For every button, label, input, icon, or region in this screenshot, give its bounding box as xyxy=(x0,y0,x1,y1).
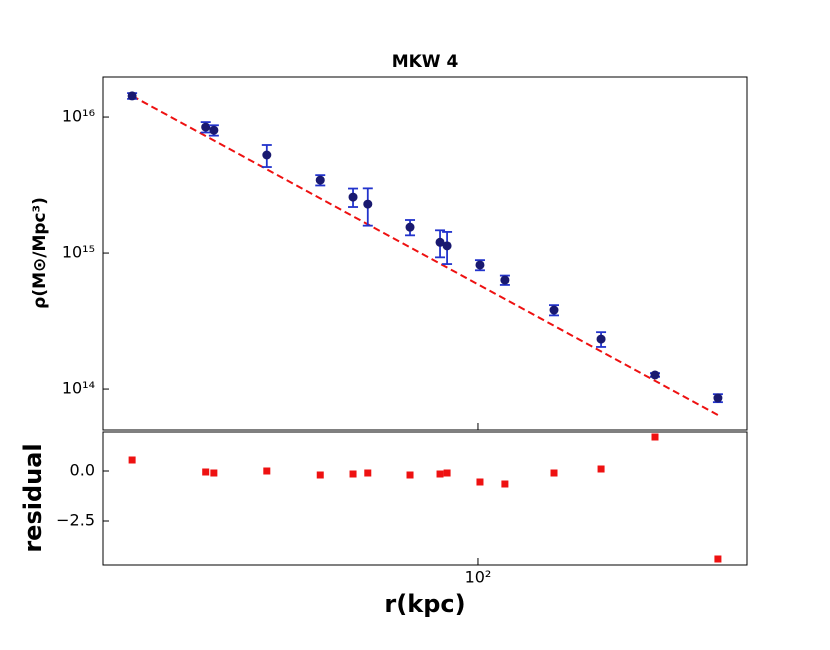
data-point xyxy=(500,275,510,285)
data-point xyxy=(549,305,559,315)
data-point xyxy=(262,150,272,160)
data-point xyxy=(475,260,485,270)
residual-point xyxy=(501,480,509,488)
residual-point xyxy=(364,469,372,477)
fit-line xyxy=(131,95,719,416)
residual-point xyxy=(436,470,444,478)
plot-frame xyxy=(102,431,748,566)
chart-title: MKW 4 xyxy=(392,52,459,72)
y-axis-label: residual xyxy=(19,443,47,552)
data-point xyxy=(650,370,660,380)
residual-point xyxy=(406,471,414,479)
data-point xyxy=(363,199,373,209)
residual-point xyxy=(210,469,218,477)
data-point xyxy=(209,125,219,135)
residual-point xyxy=(651,433,659,441)
residual-point xyxy=(316,471,324,479)
residual-point xyxy=(263,467,271,475)
y-tick-label: 10¹⁶ xyxy=(62,107,95,126)
data-point xyxy=(713,393,723,403)
data-point xyxy=(596,334,606,344)
data-point xyxy=(348,192,358,202)
data-point xyxy=(442,241,452,251)
data-point xyxy=(405,222,415,232)
residual-point xyxy=(550,469,558,477)
residual-point xyxy=(349,470,357,478)
data-point xyxy=(201,122,211,132)
residual-point xyxy=(597,465,605,473)
y-tick-label: 0.0 xyxy=(70,461,95,480)
y-tick-label: 10¹⁵ xyxy=(62,243,95,262)
residual-point xyxy=(202,468,210,476)
residual-point xyxy=(714,555,722,563)
y-tick-label: 10¹⁴ xyxy=(62,379,95,398)
x-tick-label: 10² xyxy=(465,568,492,587)
y-axis-label: ρ(M⊙/Mpc³) xyxy=(30,197,50,309)
y-tick-label: −2.5 xyxy=(56,511,95,530)
residual-point xyxy=(128,456,136,464)
data-point xyxy=(435,237,445,247)
residual-point xyxy=(476,478,484,486)
data-point xyxy=(315,175,325,185)
x-axis-label: r(kpc) xyxy=(384,590,465,618)
residual-point xyxy=(443,469,451,477)
data-point xyxy=(127,91,137,101)
